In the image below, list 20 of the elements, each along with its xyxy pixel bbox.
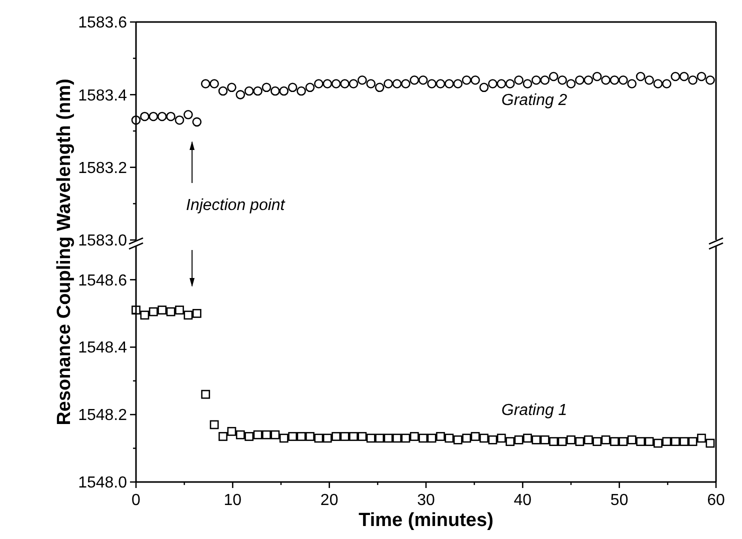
x-tick-label: 20 bbox=[320, 492, 338, 509]
y-tick-label: 1548.0 bbox=[78, 474, 128, 492]
y-tick-label: 1548.6 bbox=[78, 272, 128, 290]
series-label: Grating 1 bbox=[501, 402, 568, 420]
y-tick-label: 1583.0 bbox=[78, 232, 128, 250]
series-label: Grating 2 bbox=[501, 92, 568, 110]
x-axis-title: Time (minutes) bbox=[358, 510, 494, 531]
y-tick-label: 1583.4 bbox=[78, 87, 128, 104]
x-tick-label: 60 bbox=[707, 492, 725, 509]
x-tick-label: 0 bbox=[132, 492, 141, 509]
x-tick-label: 30 bbox=[417, 492, 435, 509]
y-axis-title: Resonance Coupling Wavelength (nm) bbox=[54, 78, 75, 426]
x-tick-label: 10 bbox=[224, 492, 242, 509]
x-tick-label: 50 bbox=[610, 492, 628, 509]
annotation: Injection point bbox=[186, 197, 286, 214]
y-tick-label: 1583.6 bbox=[78, 14, 128, 32]
y-tick-label: 1548.4 bbox=[78, 340, 128, 357]
y-tick-label: 1583.2 bbox=[78, 160, 128, 177]
x-tick-label: 40 bbox=[514, 492, 532, 509]
y-tick-label: 1548.2 bbox=[78, 407, 128, 424]
